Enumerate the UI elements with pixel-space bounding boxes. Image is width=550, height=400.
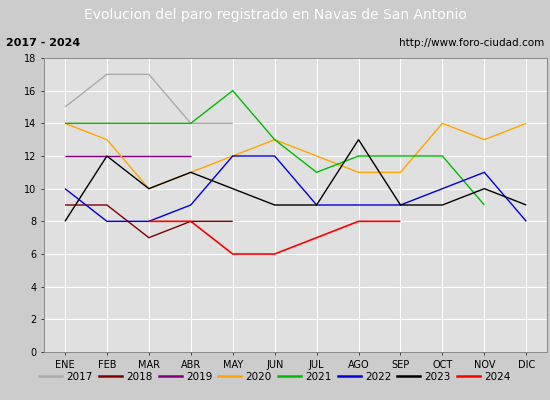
Text: Evolucion del paro registrado en Navas de San Antonio: Evolucion del paro registrado en Navas d…: [84, 8, 466, 22]
Text: http://www.foro-ciudad.com: http://www.foro-ciudad.com: [399, 38, 544, 48]
Legend: 2017, 2018, 2019, 2020, 2021, 2022, 2023, 2024: 2017, 2018, 2019, 2020, 2021, 2022, 2023…: [40, 372, 510, 382]
Text: 2017 - 2024: 2017 - 2024: [6, 38, 80, 48]
